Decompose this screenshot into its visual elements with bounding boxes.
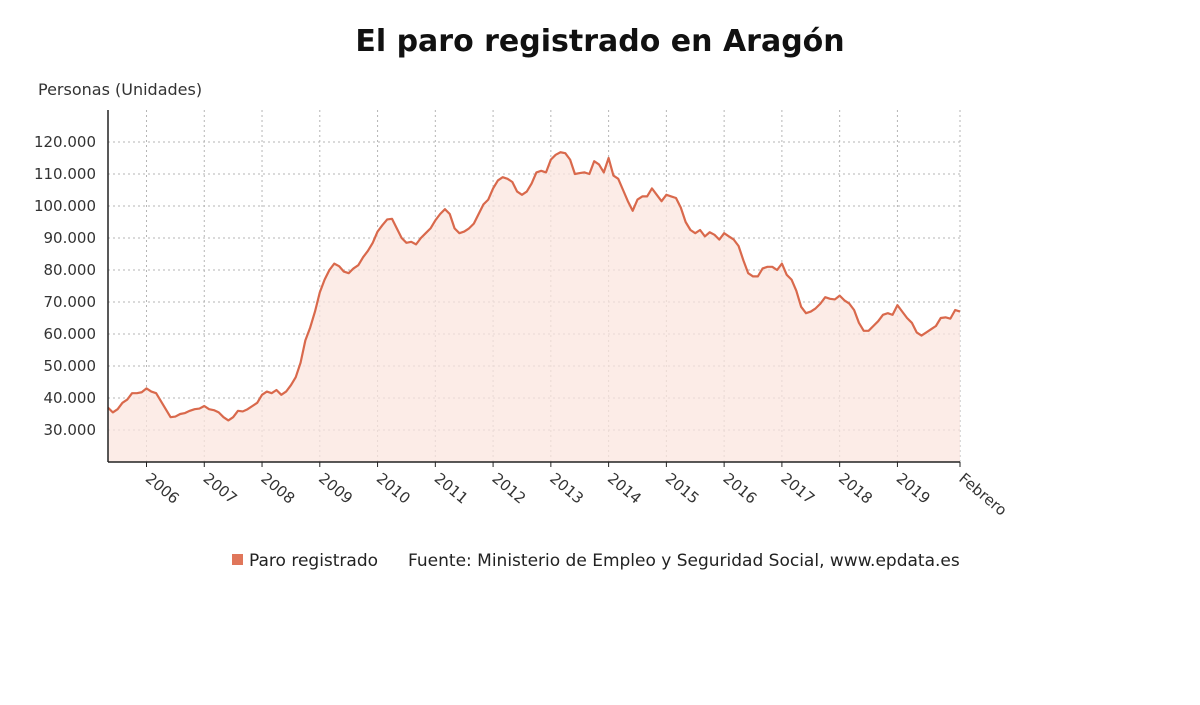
y-tick-label: 40.000 xyxy=(44,389,97,407)
x-tick-label: 2006 xyxy=(142,469,183,507)
y-tick-label: 120.000 xyxy=(34,133,96,151)
x-axis-tick-labels: 2006 2007 2008 2009 2010 2011 2012 2013 2014 2015… xyxy=(142,469,1010,519)
x-tick-label: 2013 xyxy=(546,469,587,507)
x-tick-label: 2018 xyxy=(835,469,876,507)
y-tick-label: 70.000 xyxy=(44,293,97,311)
axes xyxy=(107,110,960,463)
x-tick-label: 2015 xyxy=(662,469,703,507)
series-area-fill xyxy=(108,152,960,463)
y-tick-label: 110.000 xyxy=(34,165,96,183)
x-tick-label: 2014 xyxy=(604,469,645,507)
y-tick-label: 80.000 xyxy=(44,261,97,279)
x-tick-label: 2019 xyxy=(893,469,934,507)
y-tick-label: 60.000 xyxy=(44,325,97,343)
series-line xyxy=(107,151,961,422)
x-tick-label: 2011 xyxy=(431,469,472,507)
x-tick-label: Febrero xyxy=(955,469,1010,519)
y-tick-label: 50.000 xyxy=(44,357,97,375)
x-tick-label: 2008 xyxy=(257,469,298,507)
x-tick-label: 2016 xyxy=(720,469,761,507)
x-tick-label: 2012 xyxy=(489,469,530,507)
y-tick-label: 100.000 xyxy=(34,197,96,215)
legend-swatch xyxy=(232,554,243,565)
y-tick-label: 30.000 xyxy=(44,421,97,439)
source-text: Fuente: Ministerio de Empleo y Seguridad… xyxy=(408,551,960,571)
chart-title: El paro registrado en Aragón xyxy=(355,24,845,59)
x-tick-label: 2007 xyxy=(200,469,241,507)
y-axis-unit-label: Personas (Unidades) xyxy=(38,80,203,99)
legend-series-label: Paro registrado xyxy=(249,551,379,571)
x-tick-label: 2010 xyxy=(373,469,414,507)
x-tick-label: 2009 xyxy=(315,469,356,507)
legend: Paro registrado Fuente: Ministerio de Emp… xyxy=(232,551,960,571)
x-tick-label: 2017 xyxy=(777,469,818,507)
y-tick-label: 90.000 xyxy=(44,229,97,247)
y-axis-tick-labels: 30.000 40.000 50.000 60.000 70.000 80.000 90.0… xyxy=(34,133,96,439)
